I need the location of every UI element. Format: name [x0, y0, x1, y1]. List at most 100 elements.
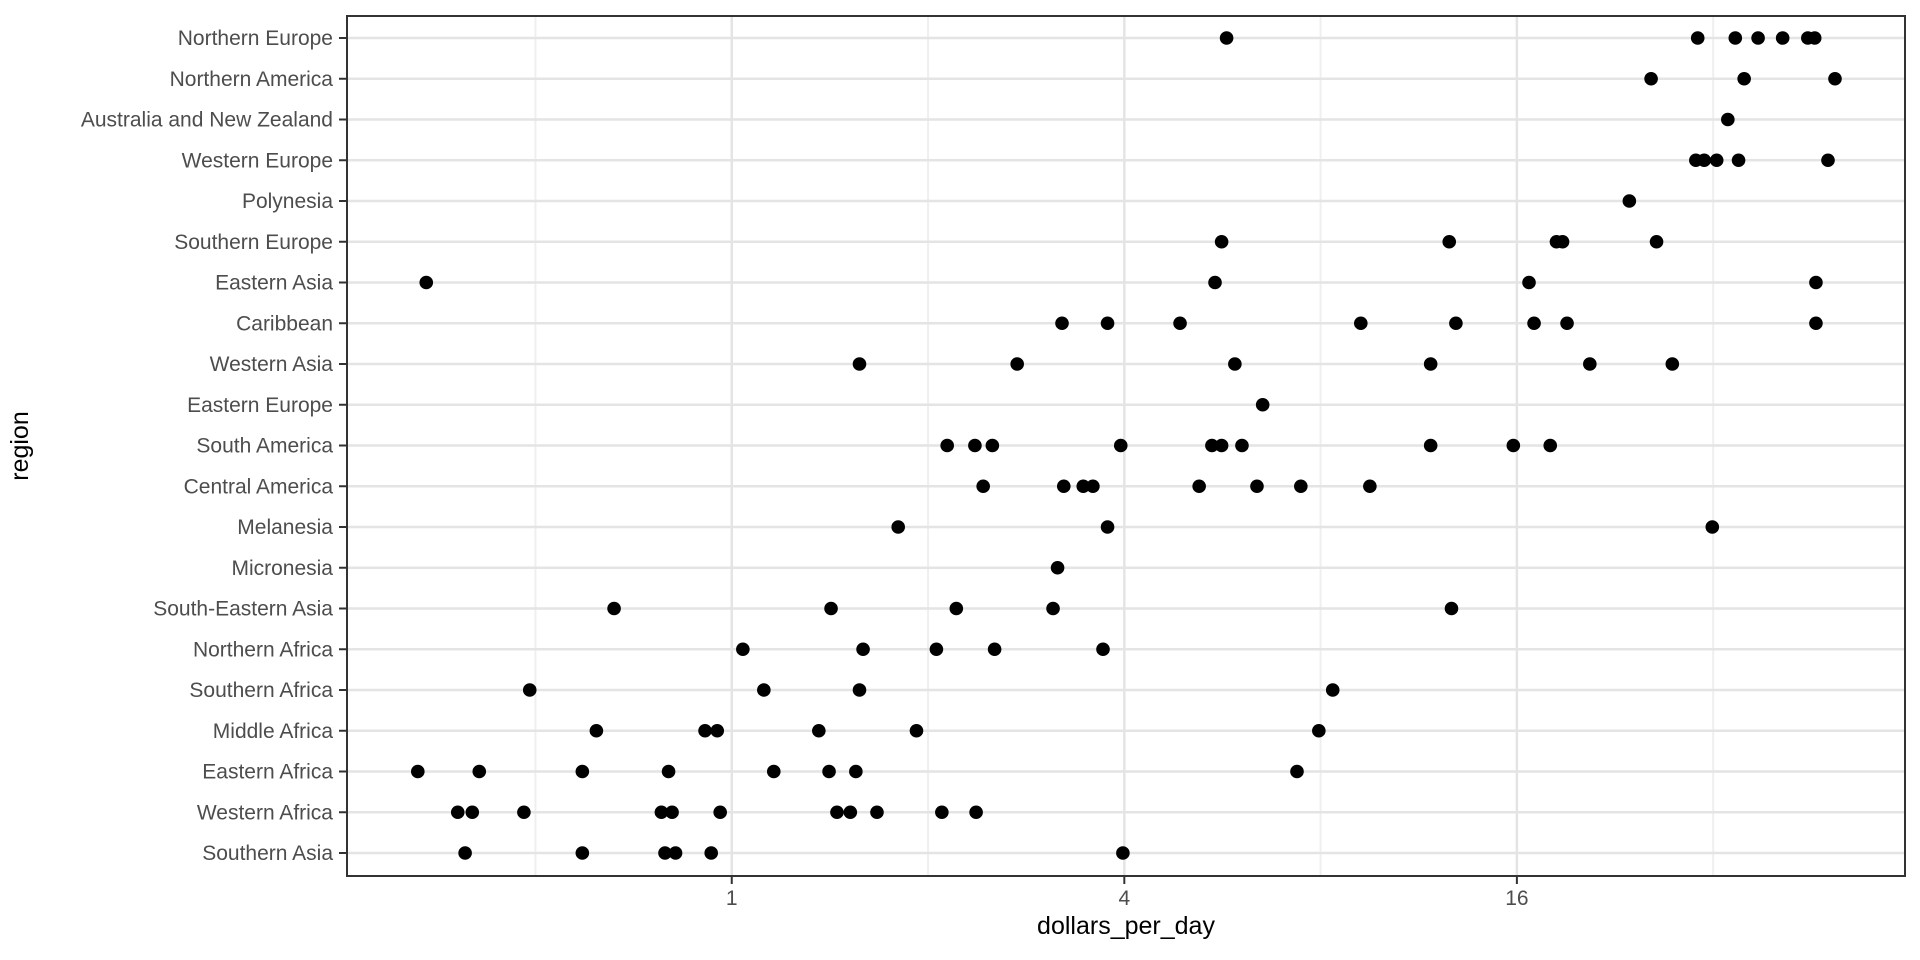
data-point	[589, 723, 604, 738]
data-point	[410, 764, 425, 779]
data-point	[472, 764, 487, 779]
data-point	[1809, 275, 1823, 290]
data-point	[856, 642, 870, 657]
data-point	[1255, 397, 1270, 412]
data-point	[843, 805, 858, 820]
y-category-label: Eastern Europe	[187, 394, 333, 417]
x-axis-title: dollars_per_day	[1037, 912, 1215, 940]
y-category-label: Western Asia	[210, 353, 334, 376]
data-point	[1312, 723, 1326, 738]
data-point	[522, 683, 537, 697]
data-point	[450, 805, 465, 820]
data-point	[661, 764, 676, 779]
data-point	[1046, 601, 1060, 616]
data-point	[849, 764, 863, 779]
data-point	[1423, 357, 1438, 371]
data-point	[1828, 71, 1842, 86]
data-point	[1205, 438, 1219, 453]
data-point	[1423, 438, 1438, 453]
data-point	[1219, 31, 1234, 45]
y-category-label: Southern Europe	[174, 231, 333, 254]
y-category-label: Caribbean	[236, 312, 333, 335]
data-point	[1055, 316, 1069, 331]
data-point	[704, 846, 718, 860]
x-tick-label: 1	[726, 887, 738, 910]
data-point	[909, 723, 924, 738]
data-point	[1353, 316, 1368, 331]
y-category-label: Micronesia	[231, 557, 333, 580]
data-point	[1728, 31, 1743, 45]
data-point	[419, 275, 434, 290]
y-category-label: South-Eastern Asia	[153, 598, 333, 621]
data-point	[1560, 316, 1574, 331]
data-point	[1731, 153, 1746, 168]
y-axis-title: region	[6, 411, 34, 481]
data-point	[949, 601, 964, 616]
data-point	[1214, 438, 1229, 453]
data-point	[870, 805, 884, 820]
y-category-label: Polynesia	[242, 190, 333, 213]
data-point	[1449, 316, 1463, 331]
data-point	[987, 642, 1002, 657]
data-point	[575, 846, 590, 860]
data-point	[1709, 153, 1724, 168]
data-point	[1809, 316, 1823, 331]
data-point	[458, 846, 472, 860]
data-point	[968, 438, 982, 453]
data-point	[1527, 316, 1541, 331]
y-category-label: Northern America	[170, 68, 334, 91]
data-point	[1235, 438, 1249, 453]
data-point	[766, 764, 781, 779]
x-tick-label: 16	[1505, 887, 1528, 910]
data-point	[1050, 560, 1065, 575]
data-point	[969, 805, 983, 820]
y-category-label: Central America	[184, 475, 334, 498]
data-point	[1690, 31, 1705, 45]
data-point	[1775, 31, 1790, 45]
data-point	[1208, 275, 1222, 290]
y-category-label: South America	[196, 435, 333, 458]
data-point	[852, 683, 867, 697]
data-point	[1697, 153, 1711, 168]
y-category-label: Middle Africa	[213, 720, 334, 743]
y-category-label: Eastern Africa	[202, 761, 333, 784]
y-category-label: Australia and New Zealand	[81, 109, 333, 132]
data-point	[1056, 479, 1071, 494]
data-point	[654, 805, 669, 820]
data-point	[1113, 438, 1128, 453]
data-point	[1644, 71, 1658, 86]
data-point	[852, 357, 867, 371]
data-point	[824, 601, 838, 616]
data-point	[1325, 683, 1340, 697]
data-point	[891, 520, 905, 534]
y-category-label: Southern Africa	[189, 679, 333, 702]
data-point	[1622, 194, 1637, 208]
data-point	[812, 723, 826, 738]
data-point	[668, 846, 683, 860]
y-category-label: Western Europe	[182, 149, 333, 172]
data-point	[698, 723, 712, 738]
data-point	[1522, 275, 1536, 290]
data-point	[1583, 357, 1597, 371]
data-point	[1821, 153, 1835, 168]
y-category-label: Southern Asia	[202, 842, 333, 865]
data-point	[1228, 357, 1242, 371]
data-point	[1086, 479, 1100, 494]
data-point	[517, 805, 531, 820]
data-point	[940, 438, 954, 453]
data-point	[607, 601, 621, 616]
x-tick-label: 4	[1118, 887, 1130, 910]
data-point	[1807, 31, 1822, 45]
data-point	[1250, 479, 1264, 494]
data-point	[1096, 642, 1110, 657]
data-point	[1363, 479, 1377, 494]
data-point	[1214, 234, 1229, 249]
data-point	[1116, 846, 1130, 860]
data-point	[985, 438, 1000, 453]
data-point	[1721, 112, 1735, 127]
data-point	[1290, 764, 1304, 779]
data-point	[665, 805, 679, 820]
data-point	[1506, 438, 1521, 453]
data-point	[736, 642, 750, 657]
